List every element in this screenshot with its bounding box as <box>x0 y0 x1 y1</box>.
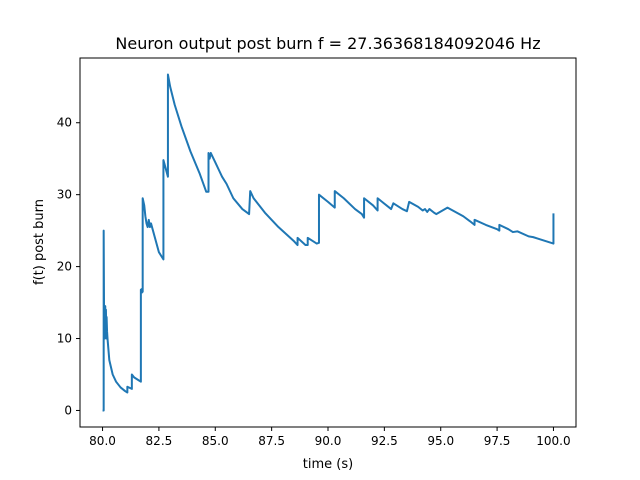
x-axis-ticks: 80.0 82.5 85.0 87.5 90.0 92.5 95.0 97.5 100.0 <box>89 427 571 448</box>
x-tick-label: 87.5 <box>258 434 285 448</box>
y-axis-ticks: 0 10 20 30 40 <box>57 116 80 417</box>
x-axis-label: time (s) <box>303 457 353 472</box>
x-tick-label: 100.0 <box>536 434 570 448</box>
x-tick-label: 97.5 <box>484 434 511 448</box>
x-tick-label: 95.0 <box>427 434 454 448</box>
x-tick-label: 82.5 <box>146 434 173 448</box>
x-tick-label: 85.0 <box>202 434 229 448</box>
y-tick-label: 0 <box>64 403 72 417</box>
x-tick-label: 90.0 <box>315 434 342 448</box>
y-tick-label: 10 <box>57 332 72 346</box>
series-line <box>102 73 555 412</box>
y-tick-label: 20 <box>57 260 72 274</box>
y-axis-label: f(t) post burn <box>32 199 47 285</box>
chart-title: Neuron output post burn f = 27.363681840… <box>115 34 540 53</box>
plot-area-frame <box>79 57 577 428</box>
y-tick-label: 40 <box>57 116 72 130</box>
x-tick-label: 80.0 <box>89 434 116 448</box>
x-tick-label: 92.5 <box>371 434 398 448</box>
y-tick-label: 30 <box>57 188 72 202</box>
